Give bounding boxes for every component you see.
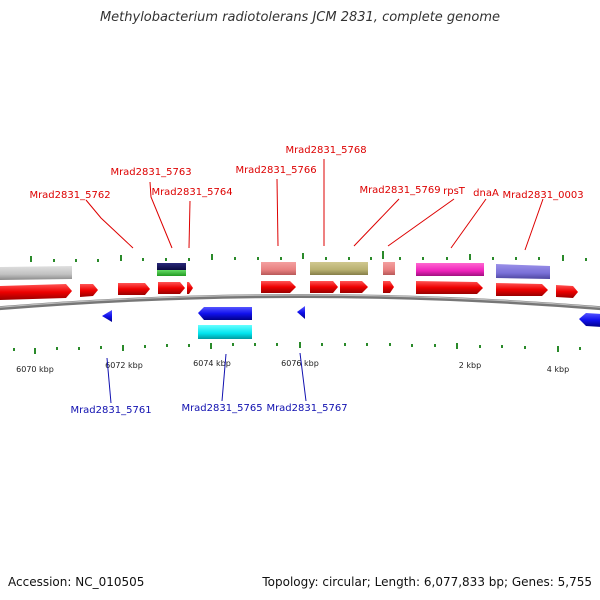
reverse-cds-track <box>102 306 600 339</box>
cds-arrow-reverse[interactable] <box>102 310 112 322</box>
feature-grey-block[interactable] <box>0 266 72 280</box>
gene-label-mrad2831-5761[interactable]: Mrad2831_5761 <box>70 405 151 416</box>
map-title: Methylobacterium radiotolerans JCM 2831,… <box>99 10 501 25</box>
cds-arrow[interactable] <box>158 282 185 294</box>
cds-arrow[interactable] <box>416 281 483 294</box>
gene-label-rpst[interactable]: rpsT <box>443 186 466 197</box>
feature-salmon-block-small[interactable] <box>383 262 395 275</box>
scale-label-4kbp: 4 kbp <box>547 365 569 374</box>
genome-backbone-highlight <box>0 294 600 308</box>
forward-cds-track <box>0 281 578 300</box>
gene-label-mrad2831-5765[interactable]: Mrad2831_5765 <box>181 403 262 414</box>
cds-arrow[interactable] <box>556 285 578 298</box>
feature-cyan-block[interactable] <box>198 325 252 339</box>
cds-arrow-reverse[interactable] <box>297 306 305 319</box>
lower-scale-ticks <box>13 342 581 354</box>
gene-label-mrad2831-5766[interactable]: Mrad2831_5766 <box>235 165 316 176</box>
gene-label-mrad2831-5767[interactable]: Mrad2831_5767 <box>266 403 347 414</box>
cds-arrow[interactable] <box>118 283 150 295</box>
accession-text: Accession: NC_010505 <box>8 575 145 589</box>
upper-scale-ticks <box>30 251 587 262</box>
cds-arrow[interactable] <box>0 284 72 300</box>
scale-label-6076kbp: 6076 kbp <box>281 359 319 368</box>
upper-feature-track <box>0 262 550 280</box>
scale-label-2kbp: 2 kbp <box>459 361 481 370</box>
feature-salmon-block[interactable] <box>261 262 296 275</box>
cds-arrow[interactable] <box>310 281 338 293</box>
genome-backbone <box>0 294 600 311</box>
gene-label-mrad2831-5769[interactable]: Mrad2831_5769 <box>359 185 440 196</box>
cds-arrow[interactable] <box>383 281 394 293</box>
gene-label-mrad2831-5762[interactable]: Mrad2831_5762 <box>29 190 110 201</box>
gene-label-mrad2831-5763[interactable]: Mrad2831_5763 <box>110 167 191 178</box>
cds-arrow[interactable] <box>496 283 548 296</box>
cds-arrow[interactable] <box>261 281 296 293</box>
cds-arrow-reverse[interactable] <box>579 313 600 327</box>
top-label-leaders <box>85 159 544 251</box>
scale-label-6072kbp: 6072 kbp <box>105 361 143 370</box>
scale-label-6070kbp: 6070 kbp <box>16 365 54 374</box>
gene-label-mrad2831-5764[interactable]: Mrad2831_5764 <box>151 187 232 198</box>
feature-green-block[interactable] <box>157 270 186 276</box>
gene-label-dnaa[interactable]: dnaA <box>473 188 499 199</box>
cds-arrow-reverse[interactable] <box>198 307 252 320</box>
feature-olive-block[interactable] <box>310 262 368 275</box>
gene-label-mrad2831-0003[interactable]: Mrad2831_0003 <box>502 190 583 201</box>
cds-arrow[interactable] <box>80 284 98 297</box>
cds-arrow[interactable] <box>340 281 368 293</box>
gene-label-mrad2831-5768[interactable]: Mrad2831_5768 <box>285 145 366 156</box>
scale-label-6074kbp: 6074 kbp <box>193 359 231 368</box>
bottom-label-leaders <box>106 352 307 404</box>
cds-arrow[interactable] <box>187 282 193 294</box>
feature-magenta-block[interactable] <box>416 263 484 276</box>
topology-text: Topology: circular; Length: 6,077,833 bp… <box>262 575 592 589</box>
feature-navy-block[interactable] <box>157 263 186 270</box>
feature-purple-block[interactable] <box>496 264 550 279</box>
